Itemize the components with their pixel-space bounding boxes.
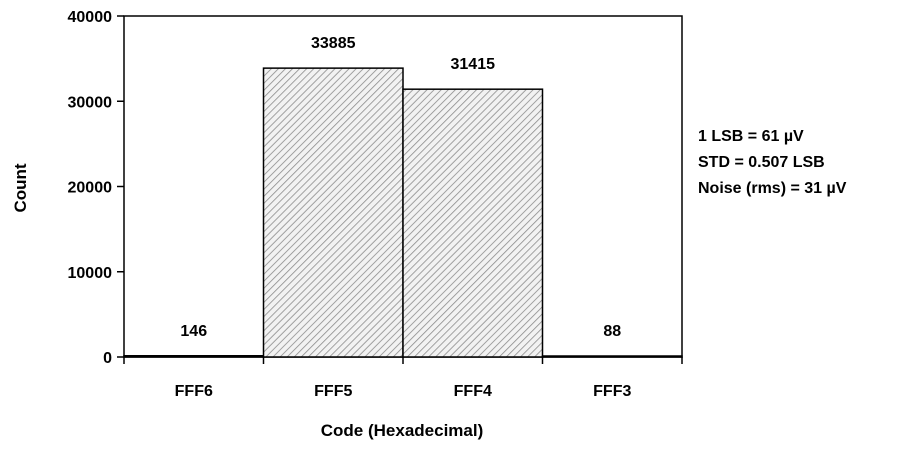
noise-annotation: Noise (rms) = 31 µV <box>698 180 847 197</box>
x-axis: FFF6 FFF5 FFF4 FFF3 <box>123 357 683 400</box>
lsb-annotation: 1 LSB = 61 µV <box>698 128 804 145</box>
y-tick-label: 0 <box>103 350 112 367</box>
data-label-fff6: 146 <box>180 323 207 340</box>
bar-fff5 <box>262 67 404 358</box>
bar-fff4 <box>402 88 544 358</box>
data-label-fff4: 31415 <box>451 56 496 73</box>
bar-fff3 <box>541 355 683 358</box>
bar-fff6 <box>123 355 265 358</box>
y-axis: 0 10000 20000 30000 40000 <box>68 9 124 367</box>
std-annotation: STD = 0.507 LSB <box>698 154 825 171</box>
data-label-fff3: 88 <box>603 323 621 340</box>
data-label-fff5: 33885 <box>311 35 356 52</box>
y-tick-label: 30000 <box>68 94 113 111</box>
x-axis-title: Code (Hexadecimal) <box>321 421 484 440</box>
bars <box>123 67 683 358</box>
y-axis-title: Count <box>11 163 30 212</box>
stats-annotations: 1 LSB = 61 µV STD = 0.507 LSB Noise (rms… <box>698 124 846 202</box>
y-tick-label: 40000 <box>68 9 113 26</box>
x-tick-label-fff3: FFF3 <box>593 383 631 400</box>
x-tick-label-fff6: FFF6 <box>175 383 213 400</box>
y-tick-label: 10000 <box>68 265 113 282</box>
y-tick-label: 20000 <box>68 180 113 197</box>
x-tick-label-fff4: FFF4 <box>454 383 492 400</box>
data-labels: 146 33885 31415 88 <box>180 35 621 340</box>
x-tick-label-fff5: FFF5 <box>314 383 352 400</box>
